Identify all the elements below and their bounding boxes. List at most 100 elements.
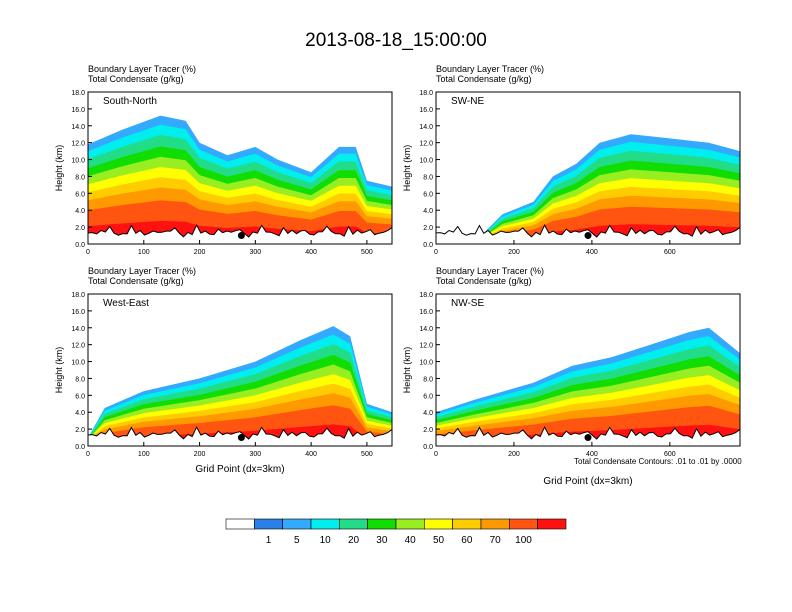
y-tick-label: 12.0 [419, 343, 433, 350]
panel-title-line: Boundary Layer Tracer (%) [88, 266, 196, 276]
colorbar-swatch [310, 518, 340, 530]
y-tick-label: 6.0 [423, 191, 433, 198]
panel-title-line: Total Condensate (g/kg) [88, 276, 184, 286]
colorbar-swatch [480, 518, 510, 530]
y-tick-label: 0.0 [423, 444, 433, 451]
y-tick-label: 2.0 [75, 225, 85, 232]
x-tick-label: 100 [138, 249, 150, 256]
y-tick-label: 12.0 [71, 141, 85, 148]
colorbar-label: 30 [376, 535, 388, 546]
contour-fill [88, 326, 392, 446]
panel-title-line: Boundary Layer Tracer (%) [436, 266, 544, 276]
y-tick-label: 18.0 [71, 292, 85, 299]
panel-sw-ne: 0.0 2.0 4.0 6.0 8.0 10.0 12.0 14.0 16.0 18.0 0 200 4… [402, 64, 741, 256]
x-tick-label: 300 [249, 249, 261, 256]
x-tick-label: 400 [586, 451, 598, 458]
y-tick-label: 8.0 [75, 376, 85, 383]
panel-nw-se: 0.0 2.0 4.0 6.0 8.0 10.0 12.0 14.0 16.0 18.0 0 200 4… [402, 266, 741, 487]
contour-fill [436, 134, 740, 244]
y-tick-label: 10.0 [419, 360, 433, 367]
colorbar-swatch [338, 518, 368, 530]
x-tick-label: 0 [86, 451, 90, 458]
colorbar-swatch [423, 518, 453, 530]
y-tick-label: 14.0 [419, 326, 433, 333]
y-tick-label: 18.0 [419, 292, 433, 299]
x-tick-label: 200 [194, 451, 206, 458]
y-tick-label: 10.0 [419, 158, 433, 165]
y-tick-label: 14.0 [71, 326, 85, 333]
location-marker [584, 434, 592, 442]
y-tick-label: 4.0 [423, 208, 433, 215]
y-axis-label: Height (km) [402, 145, 412, 192]
colorbar-swatch [537, 518, 567, 530]
y-tick-label: 14.0 [419, 124, 433, 131]
y-tick-label: 18.0 [71, 90, 85, 97]
panel-title-line: Boundary Layer Tracer (%) [436, 64, 544, 74]
panel-label: SW-NE [451, 96, 484, 107]
colorbar-label: 100 [515, 535, 532, 546]
y-axis-label: Height (km) [402, 347, 412, 394]
y-tick-label: 0.0 [423, 242, 433, 249]
y-tick-label: 6.0 [75, 191, 85, 198]
x-tick-label: 600 [664, 451, 676, 458]
colorbar-swatch [225, 518, 255, 530]
location-marker [237, 434, 245, 442]
colorbar-label: 40 [404, 535, 416, 546]
x-tick-label: 200 [508, 451, 520, 458]
plot-frame [87, 293, 393, 447]
plot-frame [435, 91, 741, 245]
y-tick-label: 0.0 [75, 444, 85, 451]
contour-fill [436, 327, 740, 446]
x-tick-label: 500 [361, 249, 373, 256]
x-tick-label: 0 [86, 249, 90, 256]
colorbar-label: 60 [461, 535, 473, 546]
colorbar-swatch [367, 518, 397, 530]
x-tick-label: 300 [249, 451, 261, 458]
colorbar [225, 518, 567, 530]
y-tick-label: 16.0 [71, 309, 85, 316]
location-marker [237, 232, 245, 240]
panel-label: South-North [103, 96, 157, 107]
panel-title-line: Boundary Layer Tracer (%) [88, 64, 196, 74]
y-tick-label: 6.0 [423, 393, 433, 400]
colorbar-label: 20 [347, 535, 360, 546]
x-tick-label: 400 [305, 249, 317, 256]
footnote: Total Condensate Contours: .01 to .01 by… [574, 457, 742, 466]
y-tick-label: 8.0 [423, 174, 433, 181]
plot-frame [435, 293, 741, 447]
y-tick-label: 18.0 [419, 90, 433, 97]
colorbar-swatch [508, 518, 538, 530]
contour-fill [88, 115, 392, 244]
y-axis-label: Height (km) [54, 145, 64, 192]
y-tick-label: 12.0 [419, 141, 433, 148]
y-tick-label: 2.0 [423, 427, 433, 434]
x-tick-label: 0 [434, 249, 438, 256]
panel-title-line: Total Condensate (g/kg) [436, 276, 532, 286]
y-tick-label: 4.0 [75, 208, 85, 215]
y-tick-label: 2.0 [423, 225, 433, 232]
y-tick-label: 16.0 [71, 107, 85, 114]
x-tick-label: 600 [664, 249, 676, 256]
colorbar-label: 50 [432, 535, 445, 546]
panel-label: NW-SE [451, 298, 484, 309]
colorbar-swatch [395, 518, 425, 530]
panel-south-north: 0.0 2.0 4.0 6.0 8.0 10.0 12.0 14.0 16.0 18.0 0 100 2… [54, 64, 393, 256]
x-tick-label: 400 [305, 451, 317, 458]
colorbar-label: 70 [489, 535, 501, 546]
panel-label: West-East [103, 298, 149, 309]
y-tick-label: 0.0 [75, 242, 85, 249]
x-tick-label: 0 [434, 451, 438, 458]
y-tick-label: 8.0 [423, 376, 433, 383]
y-tick-label: 14.0 [71, 124, 85, 131]
colorbar-label: 10 [319, 535, 331, 546]
y-tick-label: 4.0 [75, 410, 85, 417]
location-marker [584, 232, 592, 240]
x-tick-label: 500 [361, 451, 373, 458]
x-tick-label: 200 [194, 249, 206, 256]
x-axis-label: Grid Point (dx=3km) [543, 476, 632, 487]
colorbar-swatch [254, 518, 283, 530]
plot-frame [87, 91, 393, 245]
colorbar-swatch [452, 518, 482, 530]
main-title: 2013-08-18_15:00:00 [305, 30, 487, 51]
